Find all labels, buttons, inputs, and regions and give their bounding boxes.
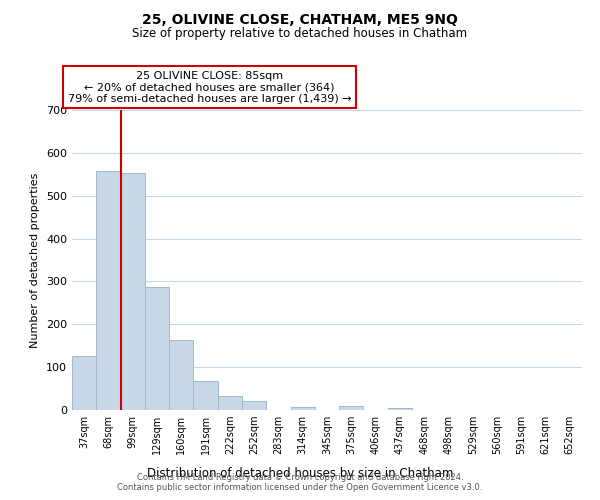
Bar: [96, 172, 121, 410]
Bar: [290, 406, 315, 410]
Bar: [169, 340, 193, 410]
Bar: [242, 402, 266, 410]
Y-axis label: Number of detached properties: Number of detached properties: [31, 172, 40, 348]
Bar: [121, 173, 145, 410]
Text: 25 OLIVINE CLOSE: 85sqm
← 20% of detached houses are smaller (364)
79% of semi-d: 25 OLIVINE CLOSE: 85sqm ← 20% of detache…: [68, 71, 352, 104]
Text: 25, OLIVINE CLOSE, CHATHAM, ME5 9NQ: 25, OLIVINE CLOSE, CHATHAM, ME5 9NQ: [142, 12, 458, 26]
Bar: [388, 408, 412, 410]
Bar: [72, 356, 96, 410]
Bar: [145, 287, 169, 410]
Bar: [218, 396, 242, 410]
Text: Size of property relative to detached houses in Chatham: Size of property relative to detached ho…: [133, 28, 467, 40]
Text: Distribution of detached houses by size in Chatham: Distribution of detached houses by size …: [147, 467, 453, 480]
Bar: [339, 406, 364, 410]
Bar: [193, 381, 218, 410]
Text: Contains HM Land Registry data © Crown copyright and database right 2024.
Contai: Contains HM Land Registry data © Crown c…: [118, 473, 482, 492]
